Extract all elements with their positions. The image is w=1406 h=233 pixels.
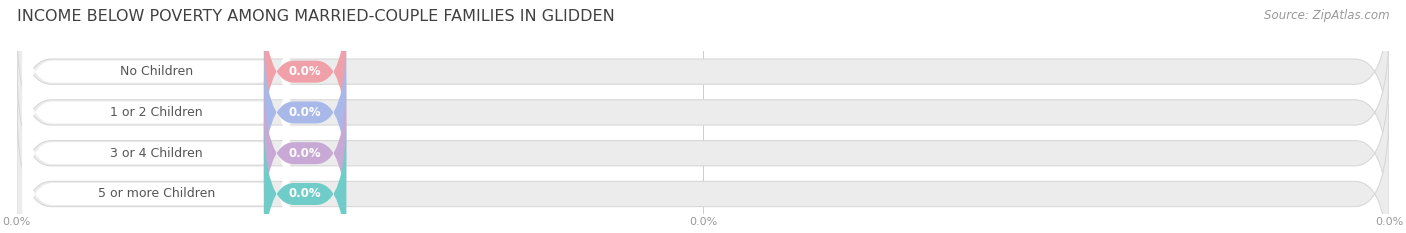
FancyBboxPatch shape — [17, 64, 1389, 233]
Text: INCOME BELOW POVERTY AMONG MARRIED-COUPLE FAMILIES IN GLIDDEN: INCOME BELOW POVERTY AMONG MARRIED-COUPL… — [17, 9, 614, 24]
Text: Source: ZipAtlas.com: Source: ZipAtlas.com — [1264, 9, 1389, 22]
FancyBboxPatch shape — [22, 115, 290, 233]
FancyBboxPatch shape — [22, 0, 290, 150]
Text: 0.0%: 0.0% — [288, 147, 322, 160]
FancyBboxPatch shape — [17, 23, 1389, 202]
FancyBboxPatch shape — [264, 0, 346, 150]
Text: 5 or more Children: 5 or more Children — [97, 188, 215, 200]
Text: No Children: No Children — [120, 65, 193, 78]
Text: 1 or 2 Children: 1 or 2 Children — [110, 106, 202, 119]
FancyBboxPatch shape — [22, 75, 290, 232]
FancyBboxPatch shape — [264, 34, 346, 191]
Text: 3 or 4 Children: 3 or 4 Children — [110, 147, 202, 160]
FancyBboxPatch shape — [17, 105, 1389, 233]
FancyBboxPatch shape — [22, 34, 290, 191]
Text: 0.0%: 0.0% — [288, 65, 322, 78]
FancyBboxPatch shape — [264, 115, 346, 233]
FancyBboxPatch shape — [17, 0, 1389, 161]
Text: 0.0%: 0.0% — [288, 188, 322, 200]
Text: 0.0%: 0.0% — [288, 106, 322, 119]
FancyBboxPatch shape — [264, 75, 346, 232]
